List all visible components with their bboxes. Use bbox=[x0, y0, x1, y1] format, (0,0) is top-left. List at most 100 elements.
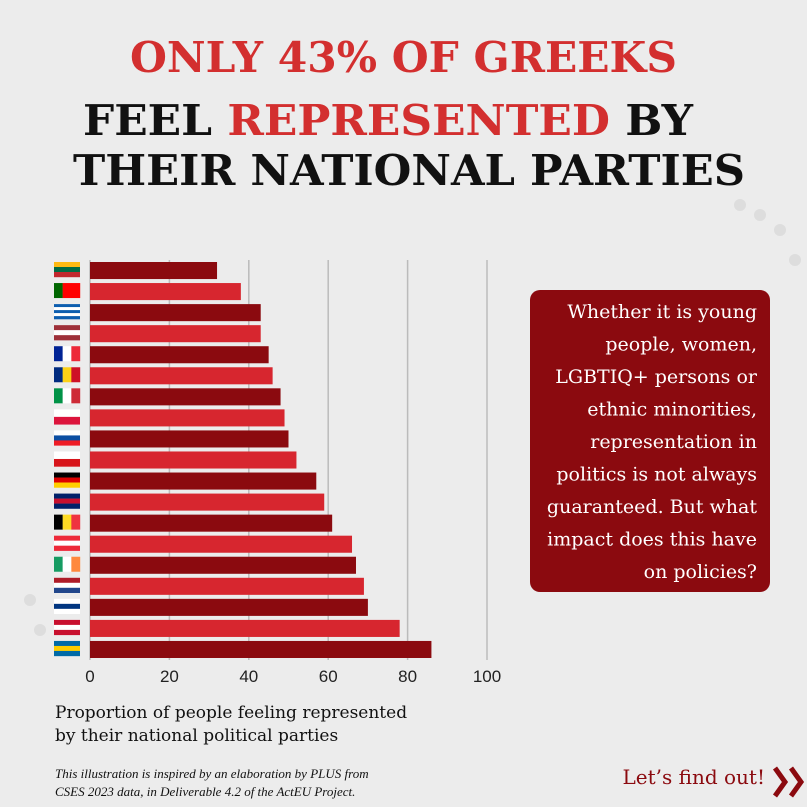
flag-stripe bbox=[54, 346, 63, 362]
bar bbox=[90, 619, 400, 637]
x-tick-label: 80 bbox=[398, 667, 417, 686]
bar bbox=[90, 577, 364, 595]
x-tick-label: 20 bbox=[160, 667, 179, 686]
flag-stripe bbox=[54, 310, 80, 314]
bar bbox=[90, 430, 289, 448]
flag-stripe bbox=[54, 283, 63, 299]
flag-stripe bbox=[71, 283, 81, 299]
flag-stripe bbox=[54, 629, 80, 636]
flag-stripe bbox=[54, 440, 80, 446]
bar bbox=[90, 304, 261, 322]
bar bbox=[90, 388, 281, 406]
flag-stripe bbox=[71, 367, 81, 383]
callout-text: guaranteed. But what bbox=[547, 496, 757, 518]
flag-stripe bbox=[54, 272, 80, 278]
flag-stripe bbox=[62, 514, 72, 530]
x-tick-label: 60 bbox=[319, 667, 338, 686]
flag-stripe bbox=[54, 645, 80, 652]
title-line: THEIR NATIONAL PARTIES bbox=[73, 146, 745, 195]
callout-text: on policies? bbox=[644, 561, 757, 583]
bar bbox=[90, 262, 218, 280]
callout-text: representation in bbox=[590, 431, 757, 453]
flag-stripe bbox=[54, 624, 80, 631]
flag-stripe bbox=[54, 304, 80, 308]
bar bbox=[90, 556, 356, 574]
flag-stripe bbox=[54, 608, 80, 615]
flag-stripe bbox=[62, 388, 72, 404]
bar bbox=[90, 325, 261, 343]
bar bbox=[90, 514, 333, 532]
title-segment: BY bbox=[610, 96, 694, 145]
call-to-action: Let’s find out! bbox=[622, 765, 765, 789]
title-segment: REPRESENTED bbox=[227, 96, 610, 145]
flag-stripe bbox=[54, 267, 80, 273]
flag-stripe bbox=[54, 482, 80, 488]
arrow-icon bbox=[772, 766, 805, 798]
flag-stripe bbox=[54, 262, 80, 268]
flag-stripe bbox=[54, 577, 80, 583]
title-segment: ONLY 43% OF GREEKS bbox=[130, 33, 677, 82]
callout-text: Whether it is young bbox=[567, 301, 757, 323]
callout-text: politics is not always bbox=[556, 464, 757, 486]
flag-stripe bbox=[71, 556, 81, 572]
flag-stripe bbox=[54, 556, 63, 572]
x-axis-label: by their national political parties bbox=[55, 726, 338, 746]
callout-text: LGBTIQ+ persons or bbox=[555, 366, 758, 388]
flag-stripe bbox=[54, 316, 80, 320]
flag-stripe bbox=[62, 556, 72, 572]
flag-stripe bbox=[71, 388, 81, 404]
bar bbox=[90, 598, 368, 616]
flag-stripe bbox=[54, 307, 80, 311]
title-segment: THEIR NATIONAL PARTIES bbox=[73, 146, 745, 195]
callout-text: people, women, bbox=[605, 334, 757, 356]
flag-stripe bbox=[54, 409, 80, 418]
flag-stripe bbox=[62, 346, 72, 362]
title-line: FEEL REPRESENTED BY bbox=[83, 96, 694, 145]
flag-stripe bbox=[54, 619, 80, 626]
title-segment: FEEL bbox=[83, 96, 227, 145]
bar bbox=[90, 367, 273, 385]
bar bbox=[90, 640, 432, 658]
flag-stripe bbox=[54, 477, 80, 483]
flag-stripe bbox=[54, 582, 80, 588]
flag-stripe bbox=[54, 367, 63, 383]
flag-stripe bbox=[54, 598, 80, 605]
flag-stripe bbox=[71, 346, 81, 362]
bar bbox=[90, 535, 353, 553]
flag-stripe bbox=[62, 283, 72, 299]
flag-stripe bbox=[54, 335, 80, 341]
footnote: This illustration is inspired by an elab… bbox=[55, 766, 369, 781]
flag-stripe bbox=[54, 458, 80, 467]
flag-stripe bbox=[54, 325, 80, 331]
flag-stripe bbox=[71, 514, 81, 530]
x-tick-label: 0 bbox=[85, 667, 94, 686]
flag-stripe bbox=[54, 498, 80, 504]
flag-stripe bbox=[54, 535, 80, 541]
flag-stripe bbox=[62, 367, 72, 383]
x-axis-label: Proportion of people feeling represented bbox=[55, 703, 407, 723]
footnote: CSES 2023 data, in Deliverable 4.2 of th… bbox=[55, 784, 355, 799]
callout-box bbox=[530, 290, 770, 592]
flag-stripe bbox=[54, 545, 80, 551]
bar bbox=[90, 493, 325, 511]
flag-stripe bbox=[54, 503, 80, 509]
bar bbox=[90, 472, 317, 490]
flag-stripe bbox=[54, 514, 63, 530]
flag-stripe bbox=[54, 540, 80, 546]
title-line: ONLY 43% OF GREEKS bbox=[130, 33, 677, 82]
bar bbox=[90, 409, 285, 427]
flag-stripe bbox=[54, 330, 80, 336]
flag-stripe bbox=[54, 416, 80, 425]
flag-stripe bbox=[54, 451, 80, 460]
flag-stripe bbox=[54, 472, 80, 478]
decor bbox=[24, 199, 801, 636]
flag-stripe bbox=[54, 435, 80, 441]
x-tick-label: 40 bbox=[239, 667, 258, 686]
flag-stripe bbox=[54, 587, 80, 593]
flag-stripe bbox=[54, 650, 80, 657]
flag-stripe bbox=[54, 493, 80, 499]
flag-stripe bbox=[54, 603, 80, 610]
flag-stripe bbox=[54, 430, 80, 436]
bar bbox=[90, 451, 297, 469]
flag-stripe bbox=[54, 388, 63, 404]
